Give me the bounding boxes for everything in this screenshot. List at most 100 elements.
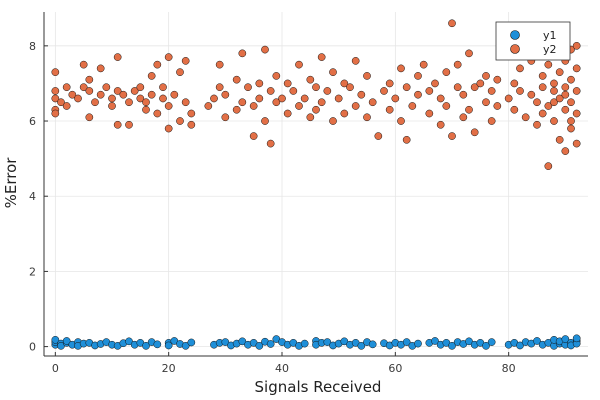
data-point-y2 [215, 83, 224, 92]
data-point-y2 [397, 64, 405, 73]
data-point-y2 [351, 57, 360, 65]
data-point-y2 [368, 98, 377, 107]
data-point-y2 [544, 102, 553, 110]
data-point-y2 [538, 72, 547, 80]
data-point-y2 [164, 102, 173, 110]
data-point-y2 [329, 117, 337, 125]
data-point-y2 [147, 90, 156, 99]
data-point-y2 [544, 162, 553, 170]
data-point-y2 [425, 109, 434, 118]
data-point-y2 [130, 87, 139, 95]
data-point-y2 [317, 98, 326, 107]
data-point-y2 [261, 117, 269, 125]
data-point-y2 [295, 60, 303, 69]
y-tick-label: 6 [29, 115, 36, 128]
data-point-y2 [181, 98, 190, 107]
data-points [51, 19, 581, 350]
data-point-y1 [572, 334, 581, 343]
data-point-y2 [210, 94, 218, 103]
data-point-y2 [142, 98, 150, 107]
data-point-y2 [136, 83, 145, 92]
data-point-y2 [85, 75, 94, 84]
data-point-y2 [510, 105, 519, 114]
data-point-y2 [329, 68, 337, 77]
data-point-y2 [482, 72, 490, 80]
data-point-y1 [431, 337, 439, 345]
data-point-y2 [431, 79, 439, 88]
data-point-y1 [221, 338, 230, 346]
data-point-y2 [572, 41, 581, 50]
data-point-y2 [272, 72, 281, 80]
data-point-y2 [385, 79, 394, 88]
data-point-y2 [448, 132, 456, 140]
data-point-y2 [62, 83, 71, 92]
data-point-y2 [96, 90, 105, 99]
data-point-y2 [108, 94, 116, 103]
data-point-y1 [340, 337, 349, 346]
data-point-y1 [561, 335, 570, 343]
x-axis-title: Signals Received [255, 378, 382, 396]
data-point-y2 [516, 87, 524, 95]
legend: y1 y2 [495, 21, 571, 61]
data-point-y2 [119, 90, 128, 99]
data-point-y2 [79, 83, 88, 92]
data-point-y2 [470, 128, 479, 137]
data-point-y2 [187, 109, 196, 118]
data-point-y1 [487, 338, 496, 346]
data-point-y2 [221, 113, 230, 122]
data-point-y1 [323, 338, 332, 346]
data-point-y2 [204, 102, 213, 110]
data-point-y2 [170, 90, 179, 99]
legend-box [495, 21, 571, 61]
data-point-y1 [465, 337, 473, 346]
data-point-y2 [306, 113, 315, 122]
data-point-y2 [374, 132, 383, 140]
data-point-y2 [453, 83, 462, 92]
data-point-y2 [572, 64, 581, 73]
data-point-y1 [164, 341, 173, 350]
data-point-y2 [340, 79, 349, 88]
data-point-y2 [567, 75, 575, 84]
data-point-y2 [487, 117, 496, 125]
data-point-y1 [414, 339, 422, 348]
data-point-y2 [482, 98, 490, 107]
data-point-y2 [453, 60, 462, 69]
data-point-y2 [136, 94, 145, 103]
data-point-y2 [51, 94, 60, 103]
y-tick-label: 2 [29, 265, 36, 278]
data-point-y1 [402, 338, 411, 346]
data-point-y2 [142, 105, 150, 114]
data-point-y1 [142, 341, 150, 350]
data-point-y2 [51, 87, 60, 95]
data-point-y2 [402, 83, 411, 92]
data-point-y2 [470, 83, 479, 92]
data-point-y2 [187, 120, 196, 129]
data-point-y1 [482, 341, 490, 350]
data-point-y2 [125, 98, 133, 107]
data-point-y2 [153, 109, 162, 118]
data-point-y2 [51, 109, 60, 118]
x-tick-label: 60 [388, 362, 402, 375]
data-point-y2 [238, 98, 247, 107]
data-point-y2 [51, 68, 60, 77]
data-point-y2 [414, 72, 422, 80]
data-point-y2 [465, 105, 473, 114]
data-point-y2 [164, 53, 173, 61]
data-point-y2 [555, 94, 564, 103]
data-point-y1 [153, 340, 162, 349]
data-point-y2 [521, 113, 530, 122]
data-point-y2 [425, 87, 434, 95]
data-point-y2 [266, 87, 275, 95]
data-point-y2 [266, 139, 275, 148]
data-point-y2 [176, 117, 184, 125]
data-point-y2 [176, 68, 184, 77]
data-point-y2 [249, 132, 258, 140]
data-point-y2 [550, 79, 558, 88]
data-point-y2 [550, 98, 558, 107]
data-point-y2 [62, 102, 71, 110]
data-point-y2 [153, 60, 162, 69]
data-point-y2 [561, 83, 570, 92]
data-point-y2 [113, 120, 122, 129]
data-point-y2 [544, 60, 553, 69]
